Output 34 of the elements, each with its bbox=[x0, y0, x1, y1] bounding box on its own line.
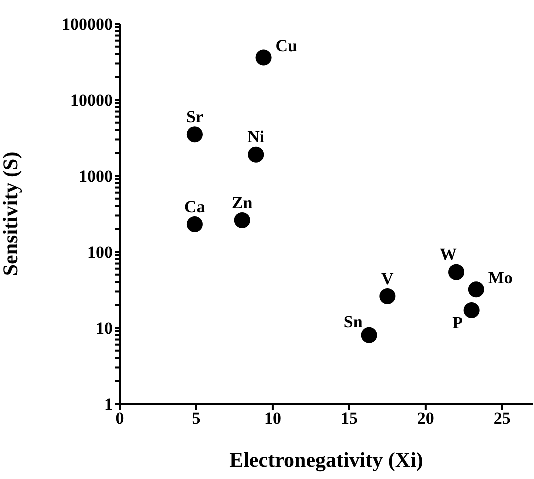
series-label: Zn bbox=[232, 193, 254, 212]
x-tick-label: 5 bbox=[192, 409, 201, 428]
x-tick-label: 20 bbox=[417, 409, 434, 428]
point bbox=[186, 126, 203, 143]
x-tick-label: 0 bbox=[116, 409, 124, 428]
point bbox=[256, 50, 272, 66]
series-label: Sn bbox=[344, 312, 364, 332]
series-label: Sr bbox=[186, 108, 204, 127]
point bbox=[361, 327, 378, 344]
series-label: Mo bbox=[488, 268, 513, 288]
point bbox=[234, 212, 250, 228]
x-tick-label: 10 bbox=[264, 409, 282, 428]
x-tick-label: 25 bbox=[494, 409, 511, 428]
y-tick-label: 10 bbox=[96, 319, 113, 338]
y-tick-label: 100000 bbox=[62, 15, 113, 34]
x-tick-label: 15 bbox=[340, 409, 358, 428]
x-axis-title: Electronegativity (Xi) bbox=[230, 448, 424, 472]
point bbox=[186, 216, 203, 233]
y-tick-label: 1000 bbox=[79, 167, 113, 186]
series-label: Ni bbox=[248, 128, 265, 147]
series-label: W bbox=[440, 245, 458, 264]
point bbox=[380, 288, 396, 304]
y-axis-title: Sensitivity (S) bbox=[0, 152, 22, 276]
series-label: Cu bbox=[276, 36, 298, 56]
point bbox=[468, 282, 484, 298]
series-label: V bbox=[382, 269, 395, 288]
point bbox=[464, 302, 480, 318]
point bbox=[448, 264, 465, 280]
series-label: P bbox=[452, 313, 464, 332]
series-label: Ca bbox=[184, 197, 206, 216]
y-tick-label: 100 bbox=[88, 243, 113, 262]
y-tick-label: 1 bbox=[104, 395, 113, 414]
y-tick-label: 10000 bbox=[70, 91, 113, 110]
point bbox=[248, 146, 264, 163]
